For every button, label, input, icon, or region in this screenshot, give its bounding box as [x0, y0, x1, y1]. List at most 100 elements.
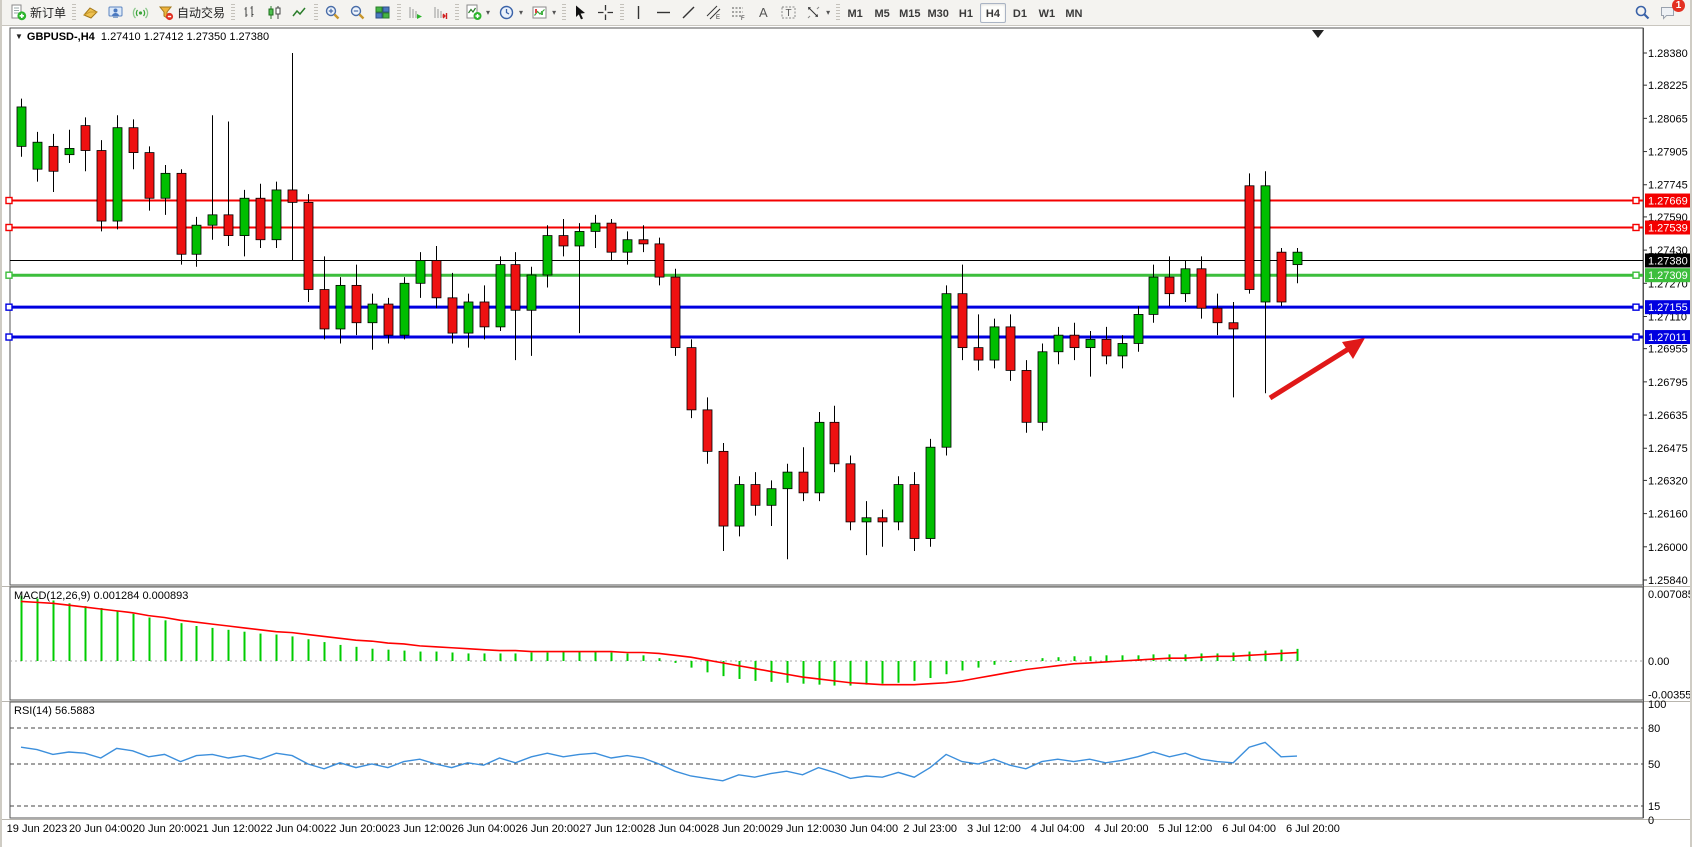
- periods-dropdown-caret: ▾: [519, 8, 524, 17]
- time-tick-label: 22 Jun 04:00: [260, 823, 324, 835]
- rsi-panel: [9, 701, 1644, 819]
- timeframe-m1[interactable]: M1: [842, 3, 868, 23]
- notifications-button[interactable]: 1: [1655, 0, 1685, 24]
- fibonacci-icon: F: [730, 4, 747, 21]
- rsi-indicator-label: RSI(14) 56.5883: [14, 705, 95, 717]
- rsi-axis-label: 80: [1648, 723, 1660, 735]
- price-tick-label: 1.26955: [1648, 344, 1688, 356]
- cursor-tool-button[interactable]: [568, 2, 593, 24]
- timeframe-d1[interactable]: D1: [1007, 3, 1033, 23]
- signal-icon: [132, 4, 149, 21]
- time-tick-label: 28 Jun 20:00: [707, 823, 771, 835]
- templates-icon: [531, 4, 548, 21]
- price-tick-label: 1.27745: [1648, 180, 1688, 192]
- svg-text:F: F: [741, 16, 745, 21]
- profile-button[interactable]: [103, 2, 128, 24]
- toolbar-grip: [314, 3, 319, 22]
- svg-text:A: A: [759, 5, 768, 20]
- horizontal-line-icon: [655, 4, 672, 21]
- indicators-button[interactable]: ▾: [461, 2, 494, 24]
- timeframe-h1[interactable]: H1: [953, 3, 979, 23]
- time-tick-label: 29 Jun 12:00: [771, 823, 835, 835]
- periods-clock-icon: [498, 4, 515, 21]
- resistance-line-1.27539[interactable]: [5, 223, 1643, 232]
- rsi-axis-label: 100: [1648, 699, 1666, 711]
- cursor-icon: [572, 4, 589, 21]
- price-tick-label: 1.26635: [1648, 410, 1688, 422]
- time-tick-label: 26 Jun 20:00: [516, 823, 580, 835]
- timeframe-mn[interactable]: MN: [1061, 3, 1087, 23]
- market-watch-icon: [82, 4, 99, 21]
- market-watch-button[interactable]: [78, 2, 103, 24]
- support-line-1.27011[interactable]: [5, 333, 1643, 341]
- text-label-tool-button[interactable]: T: [776, 2, 801, 24]
- zoom-out-button[interactable]: [345, 2, 370, 24]
- price-tick-label: 1.26000: [1648, 542, 1688, 554]
- text-label-icon: T: [780, 4, 797, 21]
- chart-shift-marker-icon[interactable]: [1312, 30, 1324, 38]
- chart-shift-button[interactable]: [428, 2, 453, 24]
- toolbar-grip: [562, 3, 567, 22]
- support-line-1.27155[interactable]: [5, 303, 1643, 311]
- timeframe-m5[interactable]: M5: [869, 3, 895, 23]
- equidistant-channel-icon: E: [705, 4, 722, 21]
- autotrade-button[interactable]: 自动交易: [153, 2, 229, 24]
- rsi-axis-label: 0: [1648, 815, 1654, 827]
- macd-axis-label: -0.003557: [1648, 690, 1692, 702]
- price-badge-text: 1.27669: [1648, 196, 1688, 208]
- chart-canvas[interactable]: 1.28380 1.28225 1.28065 1.27905 1.27745 1.275…: [2, 26, 1692, 847]
- trend-arrow-annotation[interactable]: [1268, 338, 1365, 401]
- auto-scroll-icon: [407, 4, 424, 21]
- macd-axis-label: 0.00: [1648, 656, 1669, 668]
- search-icon: [1634, 4, 1651, 21]
- templates-button[interactable]: ▾: [527, 2, 560, 24]
- indicators-icon: [465, 4, 482, 21]
- new-order-button[interactable]: 新订单: [6, 2, 70, 24]
- zoom-in-button[interactable]: [320, 2, 345, 24]
- time-tick-label: 30 Jun 04:00: [835, 823, 899, 835]
- fibonacci-tool-button[interactable]: F: [726, 2, 751, 24]
- channel-tool-button[interactable]: E: [701, 2, 726, 24]
- price-badge-1.27539: 1.27539: [1645, 220, 1690, 235]
- tile-windows-button[interactable]: [370, 2, 395, 24]
- timeframe-h4[interactable]: H4: [979, 2, 1006, 23]
- zoom-in-icon: [324, 4, 341, 21]
- pivot-line-1.27309[interactable]: [5, 271, 1643, 279]
- periods-button[interactable]: ▾: [494, 2, 527, 24]
- rsi-line: [20, 741, 1298, 782]
- price-tick-label: 1.28065: [1648, 113, 1688, 125]
- text-tool-button[interactable]: A: [751, 2, 776, 24]
- search-button[interactable]: [1630, 2, 1655, 24]
- time-tick-label: 4 Jul 04:00: [1031, 823, 1085, 835]
- time-tick-label: 4 Jul 20:00: [1095, 823, 1149, 835]
- price-badge-text: 1.27309: [1648, 270, 1688, 282]
- price-tick-label: 1.26475: [1648, 443, 1688, 455]
- toolbar-grip: [397, 3, 402, 22]
- price-tick-label: 1.28225: [1648, 80, 1688, 92]
- line-chart-button[interactable]: [287, 2, 312, 24]
- time-tick-label: 27 Jun 12:00: [579, 823, 643, 835]
- toolbar-grip: [231, 3, 236, 22]
- timeframe-w1[interactable]: W1: [1034, 3, 1060, 23]
- vertical-line-icon: [630, 4, 647, 21]
- vertical-line-tool-button[interactable]: [626, 2, 651, 24]
- chart-title-symbol: GBPUSD-,H4: [26, 31, 95, 43]
- macd-name: MACD(12,26,9): [14, 590, 91, 602]
- crosshair-tool-button[interactable]: [593, 2, 618, 24]
- signal-button[interactable]: [128, 2, 153, 24]
- autotrade-icon: [157, 4, 174, 21]
- auto-scroll-button[interactable]: [403, 2, 428, 24]
- horizontal-line-tool-button[interactable]: [651, 2, 676, 24]
- notification-count-badge: 1: [1672, 0, 1685, 12]
- macd-axis-label: 0.007085: [1648, 589, 1692, 601]
- collapse-triangle-icon[interactable]: ▼: [15, 32, 23, 41]
- timeframe-m30[interactable]: M30: [925, 3, 952, 23]
- resistance-line-1.27669[interactable]: [5, 196, 1643, 205]
- candlestick-chart-button[interactable]: [262, 2, 287, 24]
- trendline-tool-button[interactable]: [676, 2, 701, 24]
- bar-chart-button[interactable]: [237, 2, 262, 24]
- arrows-tool-button[interactable]: ▾: [801, 2, 834, 24]
- timeframe-m15[interactable]: M15: [896, 3, 923, 23]
- price-tick-label: 1.27905: [1648, 147, 1688, 159]
- price-badge-1.27011: 1.27011: [1645, 330, 1690, 345]
